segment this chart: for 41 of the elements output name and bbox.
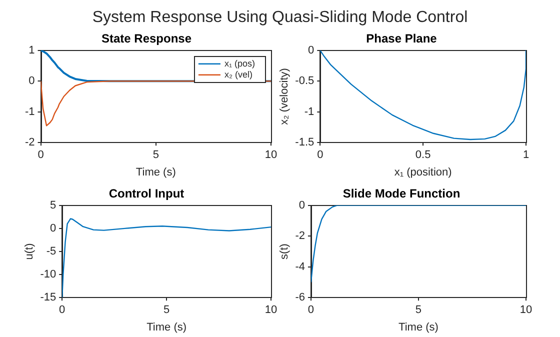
y-tick-label: -0.5 <box>295 75 314 88</box>
x-tick-label: 1 <box>522 149 530 162</box>
x-tick-label: 0.5 <box>415 149 431 162</box>
x-axis-title: Time (s) <box>136 166 176 178</box>
y-axis-title: s(t) <box>278 244 291 260</box>
chart-title: Control Input <box>108 186 184 201</box>
x-axis-title: x₁ (position) <box>394 166 452 178</box>
x-tick-label: 10 <box>264 149 278 162</box>
y-tick-label: -10 <box>40 268 56 281</box>
x-tick-label: 10 <box>520 304 532 316</box>
y-axis-title: x₂ (velocity) <box>278 68 291 125</box>
y-tick-label: -2 <box>295 230 305 242</box>
y-tick-label: -4 <box>295 260 305 273</box>
y-tick-label: 0 <box>50 222 56 234</box>
y-tick-label: 0 <box>308 44 314 56</box>
y-axis-title: u(t) <box>24 243 36 260</box>
x-tick-label: 5 <box>415 304 422 316</box>
legend-label: x₂ (vel) <box>224 69 252 80</box>
chart-title: Slide Mode Function <box>342 186 460 201</box>
x-tick-label: 0 <box>317 149 324 162</box>
x-tick-label: 5 <box>163 304 170 316</box>
y-tick-label: 5 <box>50 199 56 212</box>
chart-title: Phase Plane <box>366 32 438 46</box>
legend-label: x₁ (pos) <box>224 58 256 68</box>
y-tick-label: 0 <box>298 199 305 212</box>
y-tick-label: -2 <box>25 136 35 149</box>
chart-title: State Response <box>101 32 192 46</box>
y-tick-label: -1 <box>25 106 35 118</box>
x-tick-label: 10 <box>264 304 278 316</box>
y-tick-label: -1.5 <box>295 136 314 149</box>
y-tick-label: 1 <box>28 44 35 56</box>
x-tick-label: 0 <box>59 304 66 316</box>
y-tick-label: -6 <box>295 292 305 304</box>
x-axis-title: Time (s) <box>146 321 187 334</box>
x-tick-label: 5 <box>152 149 159 162</box>
text: System Response Using Quasi-Sliding Mode Control <box>91 9 469 27</box>
y-tick-label: -1 <box>304 106 314 118</box>
x-axis-title: Time (s) <box>398 321 438 334</box>
y-tick-label: -15 <box>40 292 56 304</box>
y-tick-label: 0 <box>28 75 35 88</box>
y-tick-label: -5 <box>46 246 56 258</box>
